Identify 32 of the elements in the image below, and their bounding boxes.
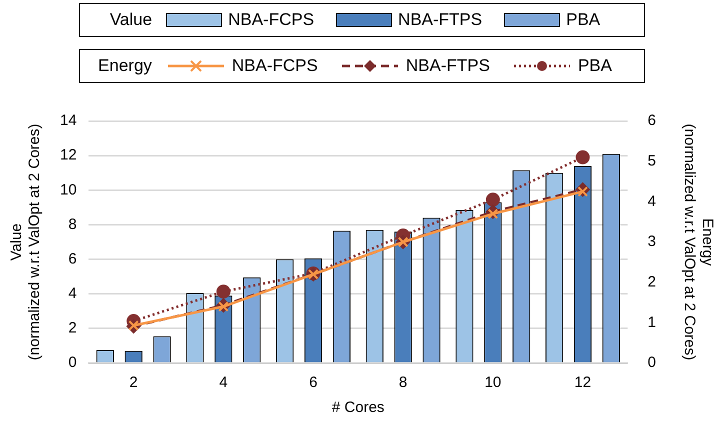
y-tick-label: 12	[60, 146, 77, 164]
legend-label: NBA-FTPS	[406, 56, 490, 76]
y2-tick-label: 3	[648, 233, 656, 250]
y2-tick-label: 5	[648, 152, 656, 170]
y-tick-label: 10	[60, 181, 77, 198]
text: Value	[110, 10, 152, 30]
y-tick-label: 0	[68, 354, 77, 372]
legend-label: NBA-FCPS	[232, 56, 318, 76]
legend-label: NBA-FTPS	[398, 10, 482, 30]
y-tick-label: 14	[60, 112, 77, 130]
x-tick-label: 8	[398, 374, 408, 392]
y-tick-label: 4	[68, 285, 77, 302]
legend-label: NBA-FCPS	[228, 10, 314, 30]
x-tick-label: 6	[309, 374, 318, 392]
legend-label: PBA	[566, 10, 600, 30]
y2-tick-label: 6	[648, 112, 656, 130]
y-tick-label: 8	[68, 216, 77, 233]
y2-axis-title: Energy (normalized w.r.t ValOpt at 2 Cores)	[680, 124, 716, 360]
x-tick-label: 2	[129, 374, 138, 392]
y2-tick-label: 0	[648, 354, 656, 372]
text: Energy	[98, 56, 152, 76]
y2-tick-label: 1	[648, 314, 656, 331]
y2-tick-label: 2	[648, 273, 656, 290]
y2-tick-label: 4	[648, 192, 656, 210]
x-tick-label: 12	[574, 374, 592, 392]
x-tick-label: 4	[219, 374, 228, 392]
x-axis-title: # Cores	[332, 399, 384, 416]
y-tick-label: 6	[68, 250, 77, 268]
x-tick-label: 10	[484, 374, 502, 392]
legend-label: PBA	[578, 56, 612, 76]
y-tick-label: 2	[68, 320, 77, 337]
y-axis-title: Value (normalized w.r.t ValOpt at 2 Cores)	[8, 124, 44, 360]
